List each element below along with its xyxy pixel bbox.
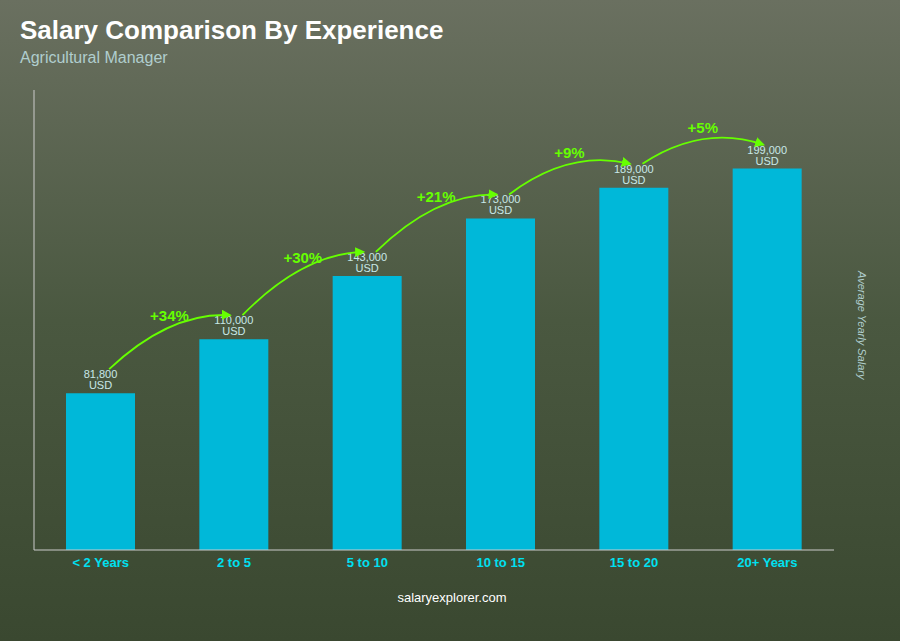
svg-text:+21%: +21% — [417, 188, 456, 205]
svg-text:+30%: +30% — [283, 249, 322, 266]
svg-text:20+ Years: 20+ Years — [737, 555, 797, 570]
html-text:Average Yearly Salary: Average Yearly Salary — [856, 270, 868, 380]
html-text:Salary Comparison By Experienc: Salary Comparison By Experience — [20, 15, 444, 45]
svg-text:2 to 5: 2 to 5 — [217, 555, 251, 570]
svg-text:< 2 Years: < 2 Years — [72, 555, 129, 570]
svg-text:+34%: +34% — [150, 307, 189, 324]
svg-text:+9%: +9% — [554, 144, 584, 161]
svg-text:15 to 20: 15 to 20 — [610, 555, 658, 570]
svg-text:+5%: +5% — [688, 119, 718, 136]
html-text:Agricultural Manager: Agricultural Manager — [20, 49, 168, 66]
html-text:salaryexplorer.com: salaryexplorer.com — [397, 590, 507, 605]
svg-text:81,800USD: 81,800USD — [84, 368, 118, 391]
svg-text:110,000USD: 110,000USD — [214, 314, 253, 337]
svg-text:199,000USD: 199,000USD — [747, 144, 787, 167]
svg-text:10 to 15: 10 to 15 — [476, 555, 524, 570]
svg-text:5 to 10: 5 to 10 — [347, 555, 388, 570]
svg-text:189,000USD: 189,000USD — [614, 163, 654, 186]
svg-text:143,000USD: 143,000USD — [347, 251, 387, 274]
svg-text:173,000USD: 173,000USD — [481, 193, 521, 216]
